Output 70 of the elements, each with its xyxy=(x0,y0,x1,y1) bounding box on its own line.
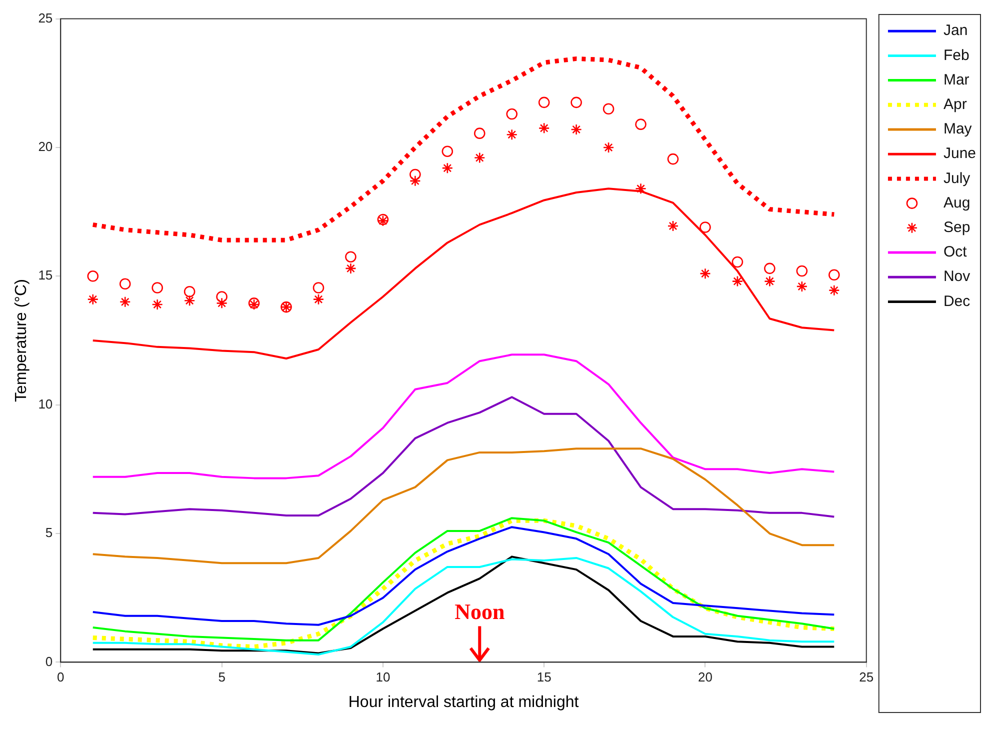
legend-label: Sep xyxy=(943,219,970,236)
x-tick-label: 20 xyxy=(698,670,712,685)
legend-label: Nov xyxy=(943,268,971,286)
point xyxy=(538,122,550,134)
point xyxy=(474,152,486,164)
legend-label: May xyxy=(943,120,972,138)
point xyxy=(152,282,163,294)
x-tick-label: 5 xyxy=(218,670,226,685)
point xyxy=(345,262,356,274)
x-tick-label: 0 xyxy=(57,670,64,685)
y-axis-title: Temperature (°C) xyxy=(13,279,30,402)
point xyxy=(216,298,228,309)
legend-label: June xyxy=(943,145,976,162)
annotation: Noon xyxy=(454,598,505,624)
point xyxy=(538,96,550,108)
point xyxy=(570,96,582,108)
point xyxy=(410,175,421,187)
y-tick-label: 0 xyxy=(45,654,53,669)
point xyxy=(506,108,518,120)
point xyxy=(764,262,776,274)
point xyxy=(700,268,711,280)
point xyxy=(442,146,454,157)
point xyxy=(700,222,711,233)
point xyxy=(87,270,99,282)
point xyxy=(119,278,131,290)
point xyxy=(312,282,324,294)
point xyxy=(474,128,486,139)
legend-label: July xyxy=(943,170,971,187)
point xyxy=(667,220,679,232)
point xyxy=(796,265,808,277)
point xyxy=(345,251,356,263)
point xyxy=(602,103,614,115)
legend-label: Aug xyxy=(943,194,970,212)
y-tick-label: 15 xyxy=(38,268,53,283)
point xyxy=(506,128,518,140)
y-tick-label: 20 xyxy=(38,139,53,154)
legend-label: Mar xyxy=(943,71,970,88)
point xyxy=(570,124,582,136)
point xyxy=(410,168,421,180)
point xyxy=(312,294,324,305)
point xyxy=(764,276,776,287)
point xyxy=(732,276,744,287)
x-axis-title: Hour interval starting at midnight xyxy=(348,694,580,711)
point xyxy=(796,280,808,292)
legend-label: Dec xyxy=(943,292,971,310)
point xyxy=(635,183,646,194)
point xyxy=(732,256,744,268)
line-series xyxy=(90,56,836,242)
point xyxy=(216,291,228,302)
y-tick-label: 5 xyxy=(45,525,53,540)
point xyxy=(152,298,163,310)
legend-label: Oct xyxy=(943,244,968,261)
point xyxy=(442,162,454,174)
point xyxy=(635,118,646,130)
point xyxy=(87,294,99,305)
y-tick-label: 10 xyxy=(38,396,53,412)
point xyxy=(184,294,196,306)
legend-label: Jan xyxy=(943,22,968,40)
y-tick-label: 25 xyxy=(38,10,53,26)
legend-label: Apr xyxy=(943,96,967,114)
point xyxy=(828,269,840,281)
x-tick-label: 25 xyxy=(859,670,874,685)
legend-label: Feb xyxy=(943,46,970,64)
x-tick-label: 10 xyxy=(376,670,390,685)
x-tick-label: 15 xyxy=(536,670,552,685)
point xyxy=(828,284,840,296)
point xyxy=(667,153,679,165)
point xyxy=(119,296,131,308)
point xyxy=(602,142,614,154)
point xyxy=(184,286,196,298)
